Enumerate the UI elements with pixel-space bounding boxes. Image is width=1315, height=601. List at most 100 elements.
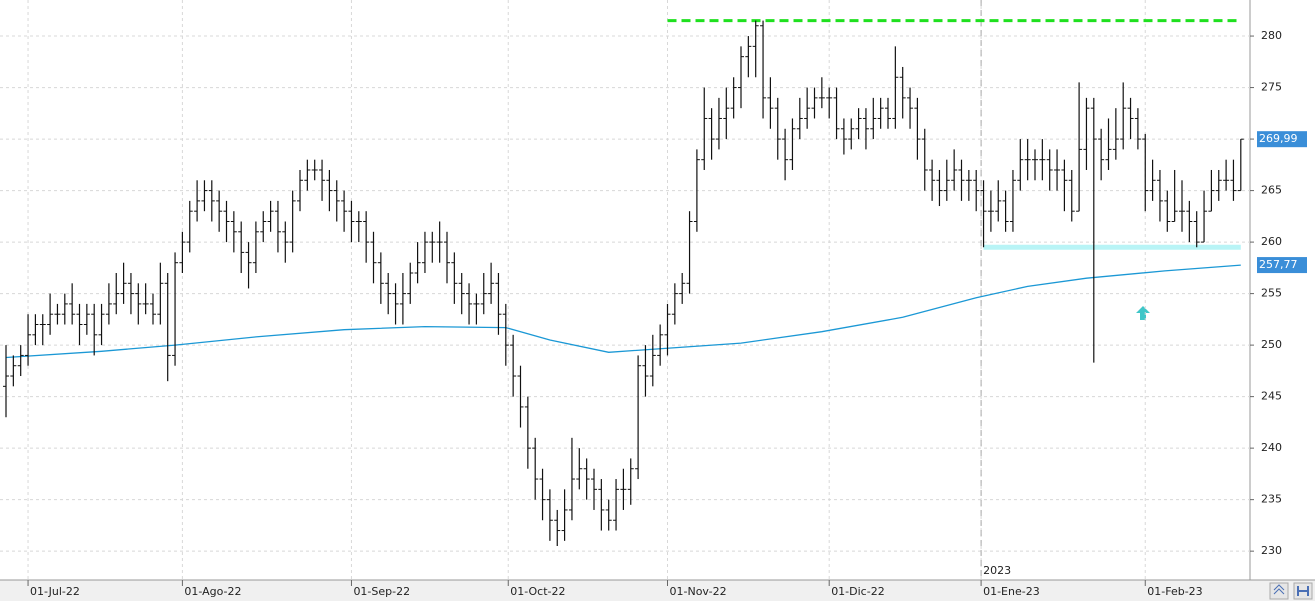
- ohlc-bar: [583, 458, 590, 500]
- y-tick-label: 255: [1261, 287, 1282, 300]
- ohlc-bar: [186, 200, 193, 253]
- ohlc-bar: [914, 97, 921, 160]
- ohlc-bar: [774, 97, 781, 160]
- ohlc-bar: [943, 159, 950, 201]
- ohlc-bar: [1230, 159, 1237, 201]
- ohlc-bar: [76, 303, 83, 346]
- ohlc-bar: [1127, 97, 1134, 140]
- ohlc-bar: [789, 118, 796, 170]
- ohlc-bar: [848, 118, 855, 150]
- ohlc-bar: [1039, 139, 1046, 181]
- y-tick-label: 250: [1261, 338, 1282, 351]
- ohlc-bar: [1017, 139, 1024, 191]
- ohlc-bar: [708, 108, 715, 160]
- ohlc-bar: [172, 252, 179, 366]
- ohlc-bar: [495, 273, 502, 335]
- ohlc-bar: [127, 273, 134, 315]
- x-tick-label: 01-Jul-22: [30, 585, 80, 598]
- ohlc-bar: [311, 159, 318, 181]
- ohlc-bar: [1061, 159, 1068, 212]
- ohlc-bar: [1112, 108, 1119, 160]
- ohlc-bar: [1179, 180, 1185, 232]
- ohlc-bar: [892, 46, 899, 129]
- ohlc-bar: [289, 190, 296, 253]
- ohlc-bar: [83, 303, 90, 335]
- ohlc-bar: [1171, 169, 1178, 222]
- support-band: [983, 244, 1241, 250]
- ohlc-bar: [576, 448, 583, 490]
- ohlc-bar: [671, 283, 678, 325]
- ohlc-bar: [201, 180, 208, 212]
- ohlc-bar: [760, 20, 767, 119]
- y-tick-label: 240: [1261, 441, 1282, 454]
- scroll-button[interactable]: [1269, 582, 1289, 600]
- ohlc-bar: [333, 180, 340, 222]
- grid-layer: [0, 0, 1250, 580]
- ohlc-bar: [363, 211, 370, 263]
- y-tick-label: 245: [1261, 390, 1282, 403]
- ohlc-bar: [730, 77, 737, 119]
- y-tick-label: 235: [1261, 493, 1282, 506]
- ohlc-bar: [657, 324, 664, 366]
- ohlc-bar: [980, 180, 987, 248]
- ohlc-bar: [818, 77, 825, 109]
- ohlc-bar: [407, 262, 414, 304]
- ohlc-bar: [385, 273, 392, 315]
- ohlc-bar: [1215, 169, 1222, 201]
- ohlc-bar: [480, 273, 487, 315]
- ohlc-bar: [899, 66, 906, 119]
- ohlc-bar: [877, 97, 884, 129]
- ohlc-bar: [995, 180, 1002, 222]
- ohlc-bar: [91, 303, 98, 356]
- ohlc-bar: [502, 303, 509, 366]
- ohlc-bar: [157, 262, 164, 325]
- ohlc-bar: [392, 283, 399, 325]
- h-button[interactable]: [1293, 582, 1313, 600]
- ohlc-bar: [510, 334, 517, 397]
- ohlc-bar: [282, 221, 289, 263]
- ohlc-bar: [179, 231, 186, 274]
- ohlc-bar: [1142, 133, 1149, 212]
- ohlc-bar: [965, 169, 972, 201]
- ohlc-bar: [532, 437, 539, 500]
- ohlc-bar: [929, 159, 936, 201]
- price-tag: [1257, 257, 1307, 274]
- ohlc-bar: [260, 211, 267, 243]
- ohlc-bar: [907, 87, 914, 129]
- ohlc-bar: [539, 468, 546, 521]
- ohlc-bar: [1201, 190, 1208, 243]
- ohlc-bar: [39, 314, 46, 346]
- ohlc-bar: [399, 273, 406, 325]
- ohlc-bar: [429, 231, 436, 263]
- ohlc-bar: [326, 169, 333, 212]
- y-tick-label: 280: [1261, 29, 1282, 42]
- ohlc-bar: [745, 36, 752, 78]
- y-tick-label: 230: [1261, 544, 1282, 557]
- ohlc-bar: [701, 87, 708, 170]
- ohlc-bar: [1164, 190, 1171, 232]
- ohlc-bar: [1076, 82, 1083, 212]
- ohlc-bar: [230, 211, 237, 253]
- ohlc-bar: [973, 169, 980, 212]
- ohlc-bar: [3, 345, 9, 418]
- ohlc-bar: [1046, 149, 1053, 191]
- ohlc-bar: [686, 211, 693, 294]
- ohlc-bar: [25, 314, 32, 366]
- x-tick-label: 01-Oct-22: [510, 585, 565, 598]
- x-tick-label: 01-Nov-22: [670, 585, 727, 598]
- ohlc-bar: [1068, 169, 1075, 222]
- ohlc-bar: [885, 97, 891, 129]
- ohlc-bar: [113, 273, 120, 315]
- ohlc-bar: [833, 87, 840, 140]
- x-tick-label: 01-Ago-22: [184, 585, 241, 598]
- ohlc-bar: [635, 355, 642, 480]
- moving-average: [5, 264, 1241, 359]
- ohlc-bar: [1223, 159, 1230, 191]
- ohlc-bar: [216, 190, 223, 232]
- ohlc-bar: [150, 293, 156, 325]
- ohlc-bar: [862, 108, 869, 150]
- ohlc-bar: [1098, 128, 1105, 181]
- price-tag-label: 257,77: [1259, 258, 1298, 271]
- ohlc-bar: [267, 200, 274, 232]
